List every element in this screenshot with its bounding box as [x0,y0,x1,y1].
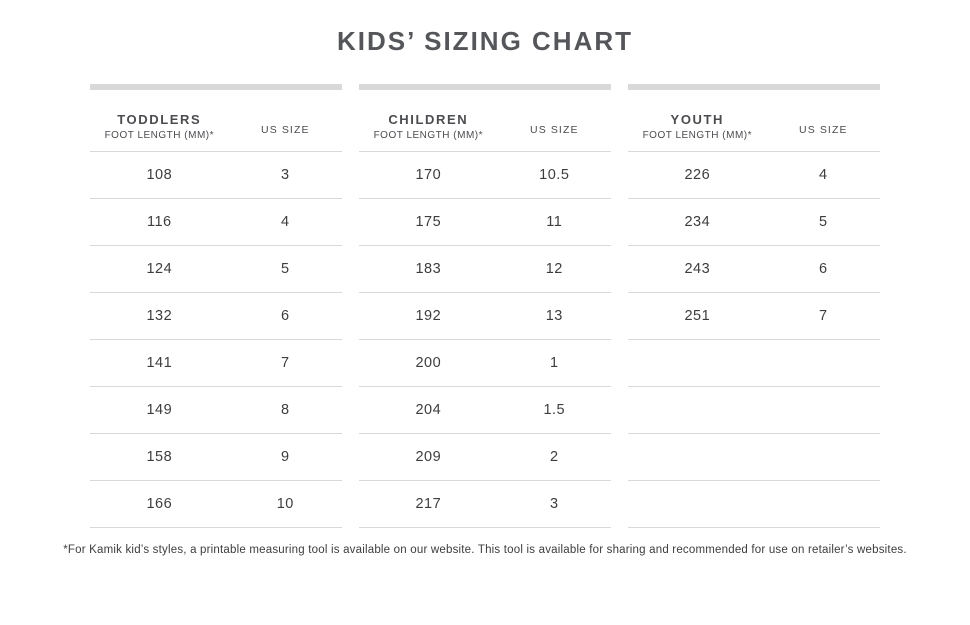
us-size-cell: 10.5 [539,167,570,183]
table-row: 234 5 [628,199,880,246]
foot-length-cell: 200 [415,355,442,371]
us-size-cell: 7 [819,308,828,324]
foot-length-header: TODDLERS FOOT LENGTH (MM)* [90,112,229,142]
sizing-chart-page: KIDS’ SIZING CHART TODDLERS FOOT LENGTH … [0,25,970,625]
foot-length-cell: 132 [146,308,173,324]
table-row [628,481,880,528]
group-name: YOUTH [670,111,725,127]
sizing-table-youth: YOUTH FOOT LENGTH (MM)* US SIZE 226 4 234 5… [628,84,880,528]
table-row: 217 3 [359,481,611,528]
table-top-bar [90,84,342,90]
table-row [628,434,880,481]
us-size-cell: 6 [281,308,290,324]
table-row: 170 10.5 [359,152,611,199]
table-row: 116 4 [90,199,342,246]
foot-length-cell: 226 [684,167,711,183]
table-row: 141 7 [90,340,342,387]
table-row: 226 4 [628,152,880,199]
us-size-cell: 1.5 [543,402,566,418]
table-row: 200 1 [359,340,611,387]
foot-length-cell: 124 [146,261,173,277]
foot-length-cell: 175 [415,214,442,230]
table-row: 158 9 [90,434,342,481]
us-size-cell: 8 [281,402,290,418]
foot-length-cell: 251 [684,308,711,324]
foot-length-header: CHILDREN FOOT LENGTH (MM)* [359,112,498,142]
sizing-tables: TODDLERS FOOT LENGTH (MM)* US SIZE 108 3 1… [90,84,880,528]
table-row: 251 7 [628,293,880,340]
table-header: YOUTH FOOT LENGTH (MM)* US SIZE [628,102,880,152]
us-size-cell: 5 [281,261,290,277]
table-header: CHILDREN FOOT LENGTH (MM)* US SIZE [359,102,611,152]
table-top-bar [359,84,611,90]
table-row: 124 5 [90,246,342,293]
table-row: 108 3 [90,152,342,199]
foot-length-label: FOOT LENGTH (MM)* [373,129,484,141]
us-size-label: US SIZE [261,124,310,136]
foot-length-cell: 204 [415,402,442,418]
foot-length-cell: 234 [684,214,711,230]
table-row: 175 11 [359,199,611,246]
foot-length-label: FOOT LENGTH (MM)* [642,129,753,141]
us-size-cell: 11 [546,214,563,230]
foot-length-cell: 243 [684,261,711,277]
table-row [628,340,880,387]
us-size-cell: 5 [819,214,828,230]
table-header: TODDLERS FOOT LENGTH (MM)* US SIZE [90,102,342,152]
us-size-cell: 3 [281,167,290,183]
table-top-bar [628,84,880,90]
footnote: *For Kamik kid’s styles, a printable mea… [63,544,907,556]
foot-length-cell: 141 [146,355,173,371]
group-name: TODDLERS [117,111,202,127]
table-row: 183 12 [359,246,611,293]
foot-length-cell: 149 [146,402,173,418]
table-rows: 226 4 234 5 243 6 251 7 [628,152,880,528]
table-row: 204 1.5 [359,387,611,434]
foot-length-cell: 116 [146,214,172,230]
group-name: CHILDREN [388,111,469,127]
table-row [628,387,880,434]
table-row: 132 6 [90,293,342,340]
table-row: 192 13 [359,293,611,340]
foot-length-cell: 170 [415,167,442,183]
foot-length-header: YOUTH FOOT LENGTH (MM)* [628,112,767,142]
sizing-table-toddlers: TODDLERS FOOT LENGTH (MM)* US SIZE 108 3 1… [90,84,342,528]
us-size-cell: 3 [550,496,559,512]
foot-length-cell: 183 [415,261,442,277]
us-size-cell: 2 [550,449,559,465]
us-size-cell: 7 [281,355,290,371]
us-size-cell: 4 [281,214,290,230]
page-title: KIDS’ SIZING CHART [336,26,633,56]
foot-length-cell: 158 [146,449,173,465]
us-size-cell: 12 [545,261,563,277]
foot-length-cell: 217 [415,496,442,512]
foot-length-label: FOOT LENGTH (MM)* [104,129,215,141]
foot-length-cell: 209 [415,449,442,465]
table-row: 243 6 [628,246,880,293]
table-row: 209 2 [359,434,611,481]
us-size-cell: 1 [550,355,559,371]
table-rows: 170 10.5 175 11 183 12 192 13 200 1 204 1.5 209 2 217 3 [359,152,611,528]
us-size-label: US SIZE [530,124,579,136]
us-size-cell: 6 [819,261,828,277]
us-size-label: US SIZE [799,124,848,136]
foot-length-cell: 166 [146,496,173,512]
us-size-cell: 10 [276,496,294,512]
sizing-table-children: CHILDREN FOOT LENGTH (MM)* US SIZE 170 10… [359,84,611,528]
foot-length-cell: 108 [146,167,173,183]
us-size-cell: 13 [545,308,563,324]
table-rows: 108 3 116 4 124 5 132 6 141 7 149 8 158 9 166 10 [90,152,342,528]
table-row: 149 8 [90,387,342,434]
us-size-cell: 4 [819,167,828,183]
table-row: 166 10 [90,481,342,528]
foot-length-cell: 192 [415,308,442,324]
us-size-cell: 9 [281,449,290,465]
